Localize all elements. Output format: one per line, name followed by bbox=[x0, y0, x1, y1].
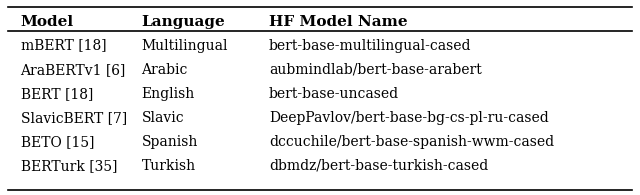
Text: Multilingual: Multilingual bbox=[141, 39, 228, 53]
Text: AraBERTv1 [6]: AraBERTv1 [6] bbox=[20, 63, 126, 77]
Text: SlavicBERT [7]: SlavicBERT [7] bbox=[20, 111, 127, 125]
Text: HF Model Name: HF Model Name bbox=[269, 15, 408, 29]
Text: Turkish: Turkish bbox=[141, 159, 196, 173]
Text: aubmindlab/bert-base-arabert: aubmindlab/bert-base-arabert bbox=[269, 63, 482, 77]
Text: dbmdz/bert-base-turkish-cased: dbmdz/bert-base-turkish-cased bbox=[269, 159, 488, 173]
Text: DeepPavlov/bert-base-bg-cs-pl-ru-cased: DeepPavlov/bert-base-bg-cs-pl-ru-cased bbox=[269, 111, 548, 125]
Text: Spanish: Spanish bbox=[141, 135, 198, 149]
Text: Model: Model bbox=[20, 15, 74, 29]
Text: bert-base-uncased: bert-base-uncased bbox=[269, 87, 399, 101]
Text: Slavic: Slavic bbox=[141, 111, 184, 125]
Text: BETO [15]: BETO [15] bbox=[20, 135, 94, 149]
Text: BERTurk [35]: BERTurk [35] bbox=[20, 159, 117, 173]
Text: Arabic: Arabic bbox=[141, 63, 188, 77]
Text: bert-base-multilingual-cased: bert-base-multilingual-cased bbox=[269, 39, 472, 53]
Text: Language: Language bbox=[141, 15, 225, 29]
Text: English: English bbox=[141, 87, 195, 101]
Text: dccuchile/bert-base-spanish-wwm-cased: dccuchile/bert-base-spanish-wwm-cased bbox=[269, 135, 554, 149]
Text: BERT [18]: BERT [18] bbox=[20, 87, 93, 101]
Text: mBERT [18]: mBERT [18] bbox=[20, 39, 106, 53]
